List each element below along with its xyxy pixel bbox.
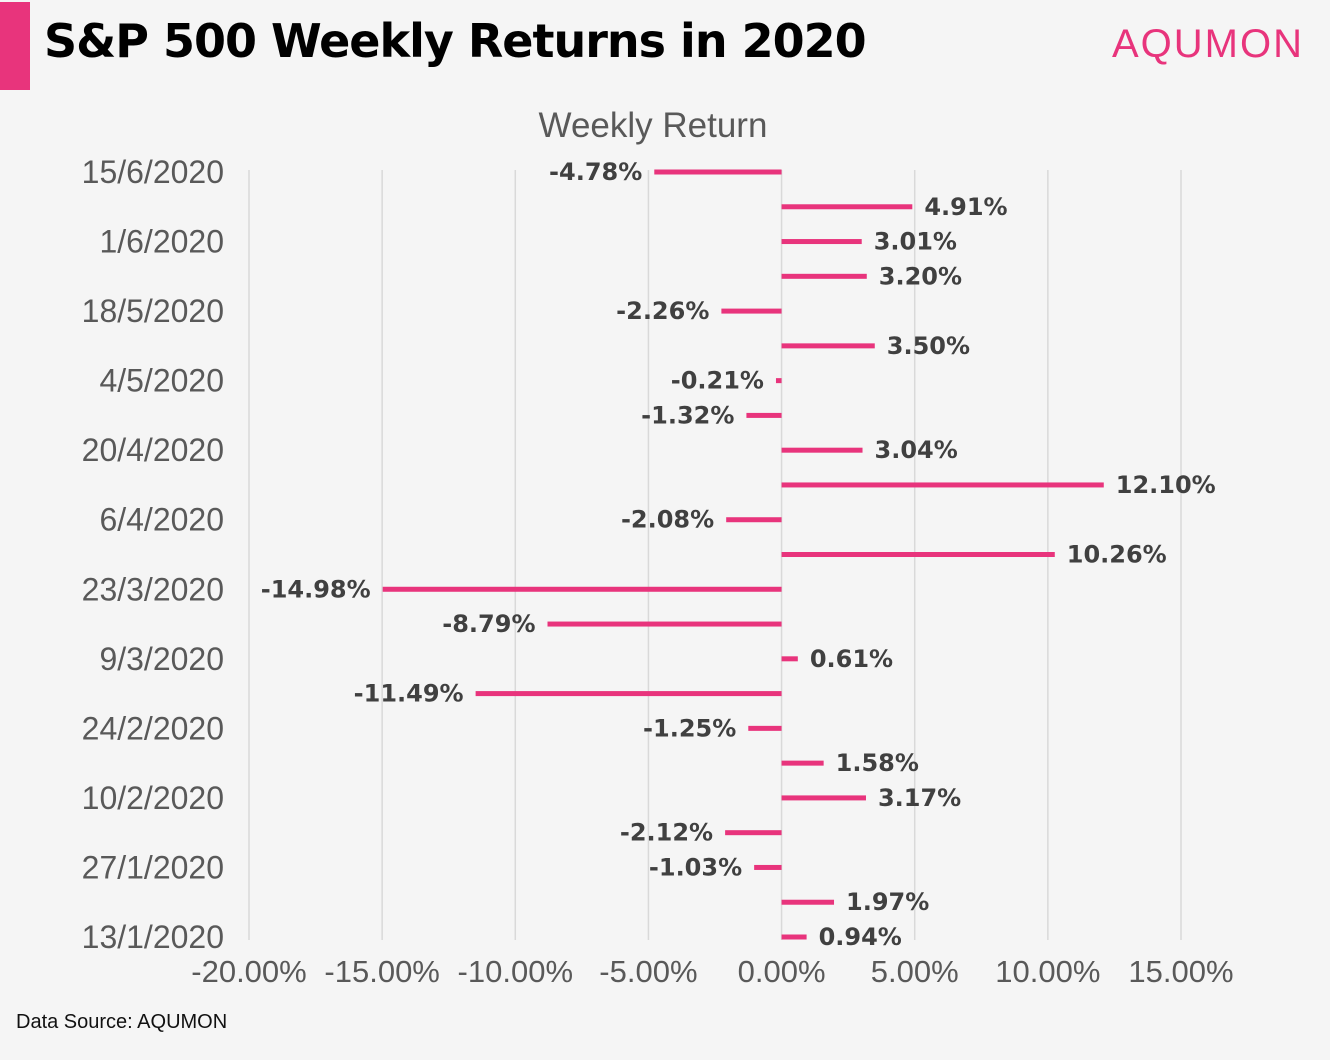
- x-tick-label: -5.00%: [599, 954, 697, 989]
- data-label: -1.03%: [649, 853, 742, 881]
- data-label: 0.94%: [819, 923, 902, 951]
- bar: [775, 378, 782, 384]
- bar: [781, 552, 1055, 557]
- bar: [748, 725, 782, 731]
- data-label: 3.01%: [874, 228, 957, 256]
- data-label: 3.04%: [875, 436, 958, 464]
- data-label: 0.61%: [810, 645, 893, 673]
- bar: [547, 621, 782, 627]
- y-axis-ticks: 13/1/2020 27/1/2020 10/2/2020 24/2/2020 9/3/…: [82, 154, 224, 955]
- bar: [781, 273, 867, 279]
- weekly-returns-chart: Weekly Return 0.94% 1.97% -1.03% -2.12% 3.17…: [82, 106, 1234, 989]
- bar: [654, 169, 782, 175]
- data-label: -1.32%: [641, 401, 734, 429]
- bar: [781, 239, 862, 245]
- x-tick-label: 10.00%: [995, 954, 1100, 989]
- data-label: -0.21%: [671, 367, 764, 395]
- x-tick-label: -15.00%: [324, 954, 439, 989]
- y-tick-label: 27/1/2020: [82, 849, 224, 885]
- bar: [781, 934, 807, 940]
- data-label: -4.78%: [549, 158, 642, 186]
- data-label: -14.98%: [261, 575, 371, 603]
- bar: [475, 691, 782, 697]
- bar: [781, 760, 824, 766]
- data-label: 3.17%: [878, 784, 961, 812]
- y-tick-label: 23/3/2020: [82, 571, 224, 607]
- bar: [781, 204, 913, 210]
- y-tick-label: 6/4/2020: [99, 502, 224, 538]
- data-label: 3.50%: [887, 332, 970, 360]
- x-tick-label: -20.00%: [191, 954, 306, 989]
- bar: [781, 447, 863, 453]
- data-label: -8.79%: [442, 610, 535, 638]
- y-tick-label: 13/1/2020: [82, 919, 224, 955]
- data-label: 12.10%: [1116, 471, 1216, 499]
- y-tick-label: 20/4/2020: [82, 432, 224, 468]
- chart-title: Weekly Return: [539, 106, 768, 145]
- bar: [726, 517, 782, 523]
- data-label: -11.49%: [354, 680, 464, 708]
- bar: [382, 586, 782, 592]
- data-label: 3.20%: [879, 262, 962, 290]
- data-label: 4.91%: [924, 193, 1007, 221]
- bar: [781, 795, 866, 801]
- x-tick-label: -10.00%: [458, 954, 573, 989]
- data-source-note: Data Source: AQUMON: [16, 1011, 228, 1033]
- bar: [781, 656, 798, 662]
- page-title: S&P 500 Weekly Returns in 2020: [44, 14, 867, 68]
- data-label: -1.25%: [643, 714, 736, 742]
- data-label: 10.26%: [1067, 541, 1167, 569]
- data-label: -2.08%: [621, 506, 714, 534]
- y-tick-label: 10/2/2020: [82, 780, 224, 816]
- x-tick-label: 0.00%: [738, 954, 826, 989]
- title-accent-bar: [0, 2, 30, 90]
- bar: [746, 412, 782, 418]
- bar: [781, 343, 875, 349]
- brand-logo: AQUMON: [1112, 22, 1304, 66]
- bar: [754, 864, 782, 870]
- x-axis-ticks: -20.00% -15.00% -10.00% -5.00% 0.00% 5.00% 10.…: [191, 954, 1233, 989]
- bars: [382, 169, 1104, 940]
- y-tick-label: 18/5/2020: [82, 293, 224, 329]
- y-tick-label: 9/3/2020: [99, 641, 224, 677]
- data-label: -2.26%: [616, 297, 709, 325]
- y-tick-label: 1/6/2020: [99, 224, 224, 260]
- y-tick-label: 4/5/2020: [99, 363, 224, 399]
- bar: [781, 899, 835, 905]
- bar: [721, 308, 782, 314]
- bar: [725, 830, 782, 836]
- data-label: 1.97%: [846, 888, 929, 916]
- bar: [781, 482, 1104, 488]
- y-tick-label: 24/2/2020: [82, 710, 224, 746]
- y-tick-label: 15/6/2020: [82, 154, 224, 190]
- data-label: -2.12%: [620, 819, 713, 847]
- x-tick-label: 15.00%: [1128, 954, 1233, 989]
- data-labels: 0.94% 1.97% -1.03% -2.12% 3.17% 1.58% -1.25% -1…: [261, 158, 1216, 951]
- data-label: 1.58%: [836, 749, 919, 777]
- x-tick-label: 5.00%: [871, 954, 959, 989]
